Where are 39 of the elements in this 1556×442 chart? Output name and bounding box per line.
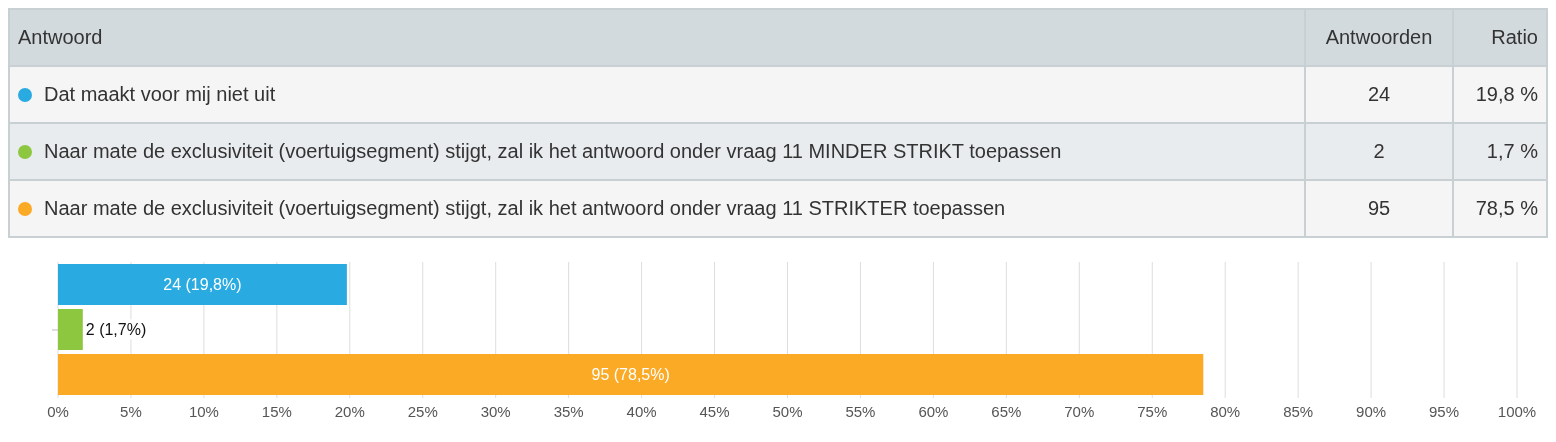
x-tick-label: 30% — [480, 402, 511, 420]
x-tick-label: 25% — [407, 402, 438, 420]
x-tick-label: 60% — [918, 402, 949, 420]
legend-label: Naar mate de exclusiviteit (voertuigsegment) stijgt, zal ik het antwoord onder vraag 11 MINDER STRIKT toepassen — [44, 140, 1062, 163]
x-tick-label: 10% — [188, 402, 219, 420]
x-tick-label: 50% — [772, 402, 803, 420]
text: 19,8 % — [1453, 66, 1547, 123]
x-tick-label: 55% — [845, 402, 876, 420]
x-tick-label: 90% — [1356, 402, 1387, 420]
x-tick-label: 65% — [991, 402, 1022, 420]
bar — [58, 309, 83, 350]
x-tick-label: 15% — [261, 402, 292, 420]
text: 2 — [1305, 123, 1453, 180]
bar — [58, 354, 1204, 395]
x-tick-label: 75% — [1137, 402, 1168, 420]
legend-label: Dat maakt voor mij niet uit — [44, 83, 276, 106]
bar — [58, 264, 347, 305]
x-tick-label: 85% — [1283, 402, 1314, 420]
text: 1,7 % — [1453, 123, 1547, 180]
text: Antwoord — [9, 9, 1305, 66]
x-tick-label: 95% — [1429, 402, 1460, 420]
x-tick-label: 20% — [334, 402, 365, 420]
x-tick-label: 40% — [626, 402, 657, 420]
text: 78,5 % — [1453, 180, 1547, 237]
x-tick-label: 35% — [553, 402, 584, 420]
x-tick-label: 45% — [699, 402, 730, 420]
x-tick-label: 100% — [1497, 402, 1537, 420]
x-tick-label: 0% — [47, 402, 69, 420]
x-tick-label: 80% — [1210, 402, 1241, 420]
data-label: 24 (19,8%) — [163, 276, 242, 294]
legend-label: Naar mate de exclusiviteit (voertuigsegment) stijgt, zal ik het antwoord onder vraag 11 STRIKTER toepassen — [44, 197, 1006, 220]
text: Ratio — [1453, 9, 1547, 66]
x-tick-label: 70% — [1064, 402, 1095, 420]
data-label: 2 (1,7%) — [85, 321, 147, 339]
x-tick-label: 5% — [120, 402, 142, 420]
data-label: 95 (78,5%) — [591, 366, 670, 384]
text: 95 — [1305, 180, 1453, 237]
text: Antwoorden — [1305, 9, 1453, 66]
text: 24 — [1305, 66, 1453, 123]
